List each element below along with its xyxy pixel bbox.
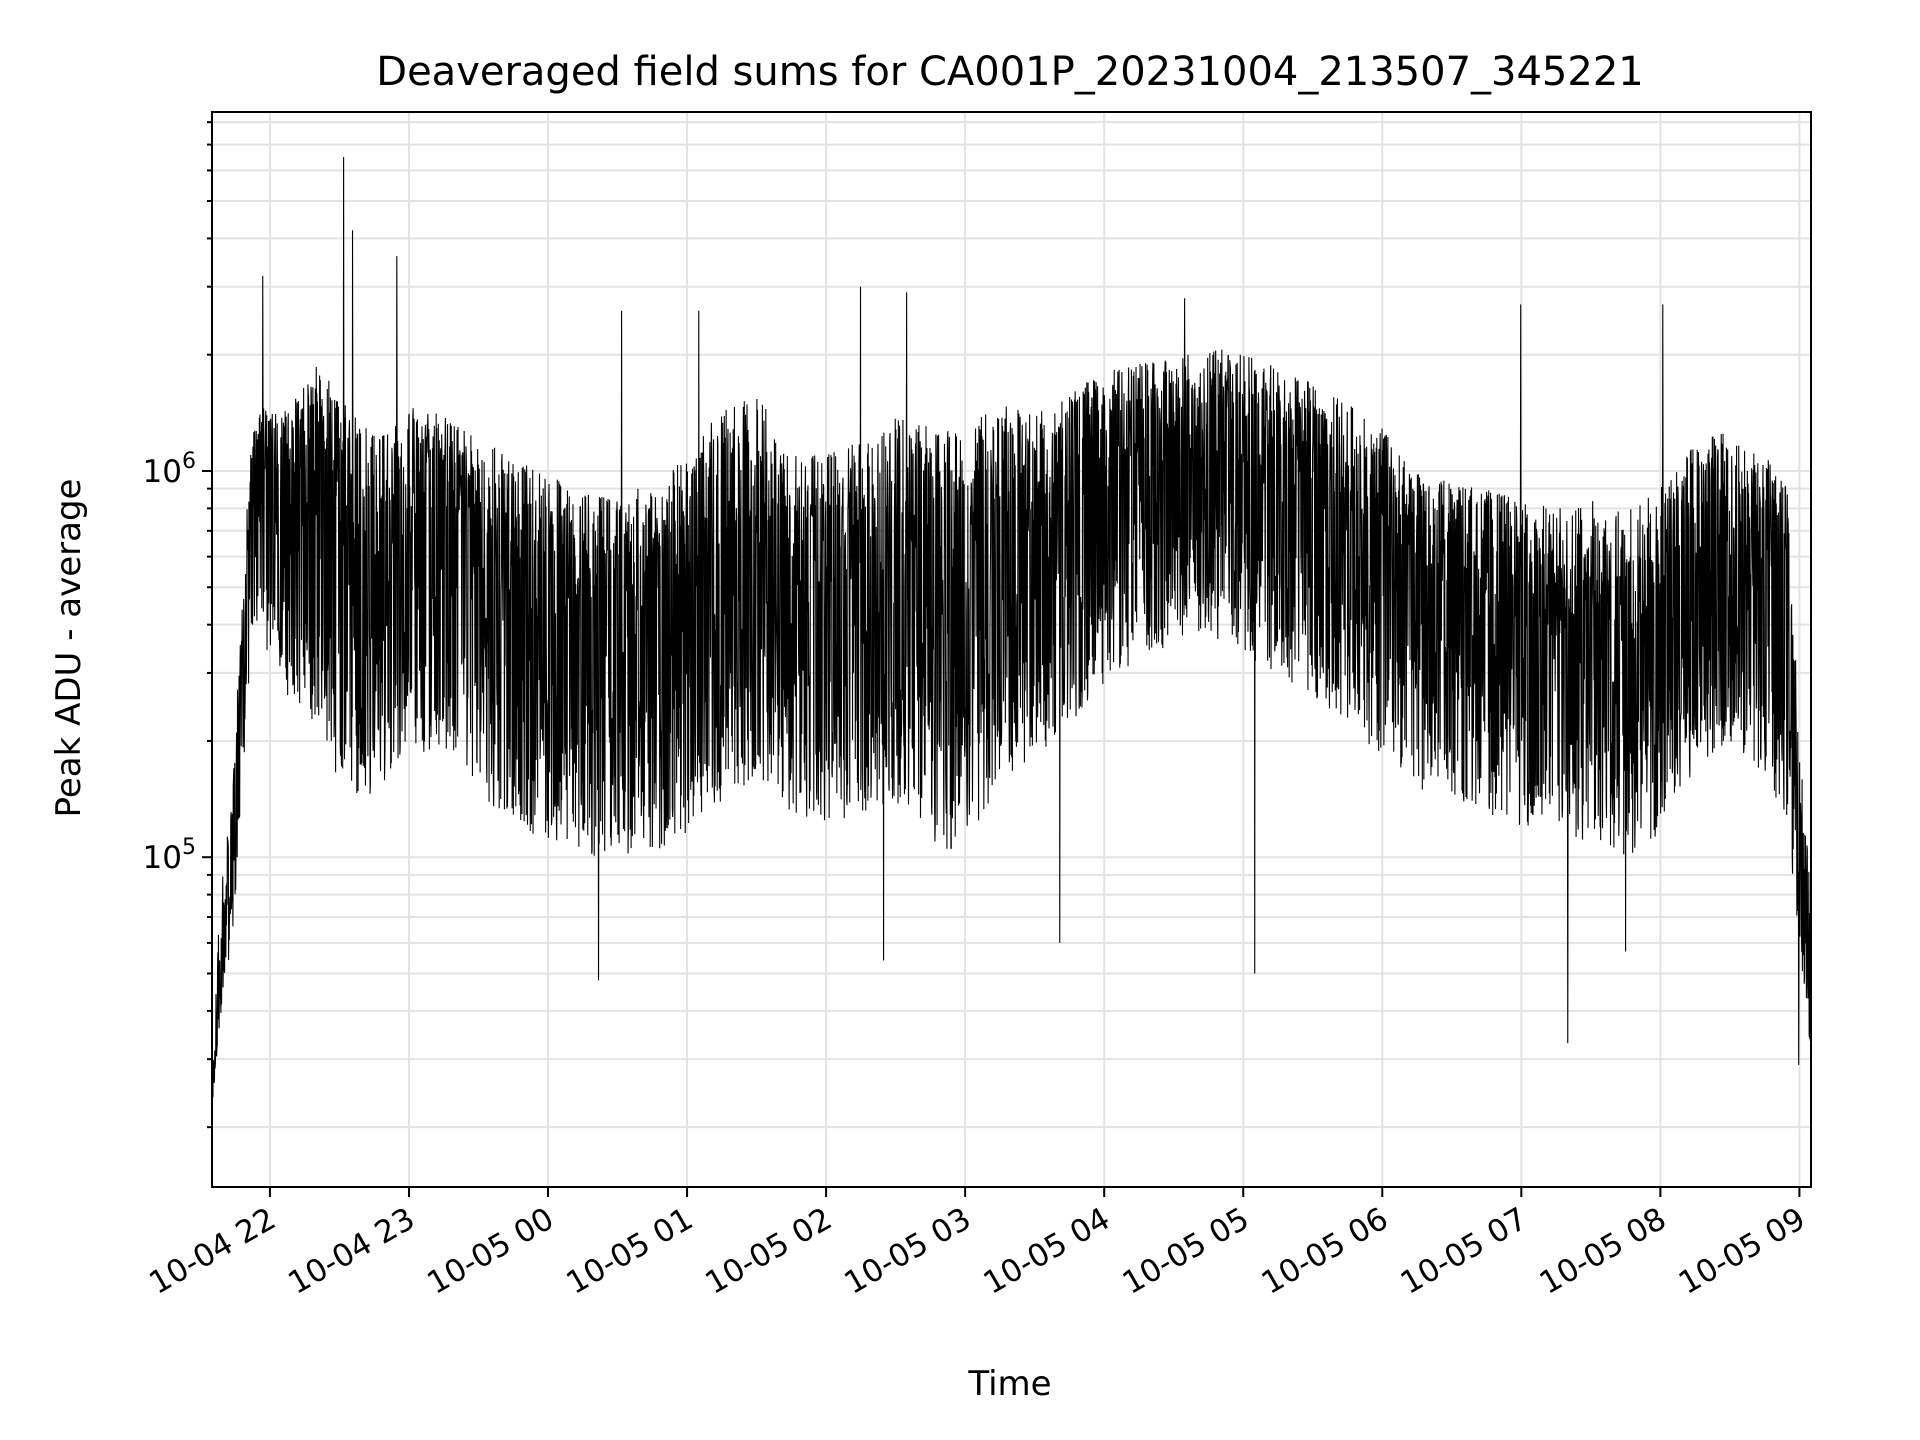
- y-tick-base: 10: [143, 454, 182, 490]
- series-trace: [211, 156, 1812, 1098]
- y-tick-label: 106: [143, 449, 196, 490]
- chart-title: Deaveraged field sums for CA001P_2023100…: [376, 49, 1643, 95]
- y-tick-exponent: 5: [182, 835, 196, 860]
- y-axis-label: Peak ADU - average: [49, 479, 89, 818]
- y-tick-exponent: 6: [182, 449, 196, 474]
- y-tick-label: 105: [143, 835, 196, 876]
- series-line: [211, 156, 1812, 1098]
- x-axis-label: Time: [967, 1364, 1051, 1404]
- plot-frame: [211, 111, 1812, 1188]
- y-tick-base: 10: [143, 840, 182, 876]
